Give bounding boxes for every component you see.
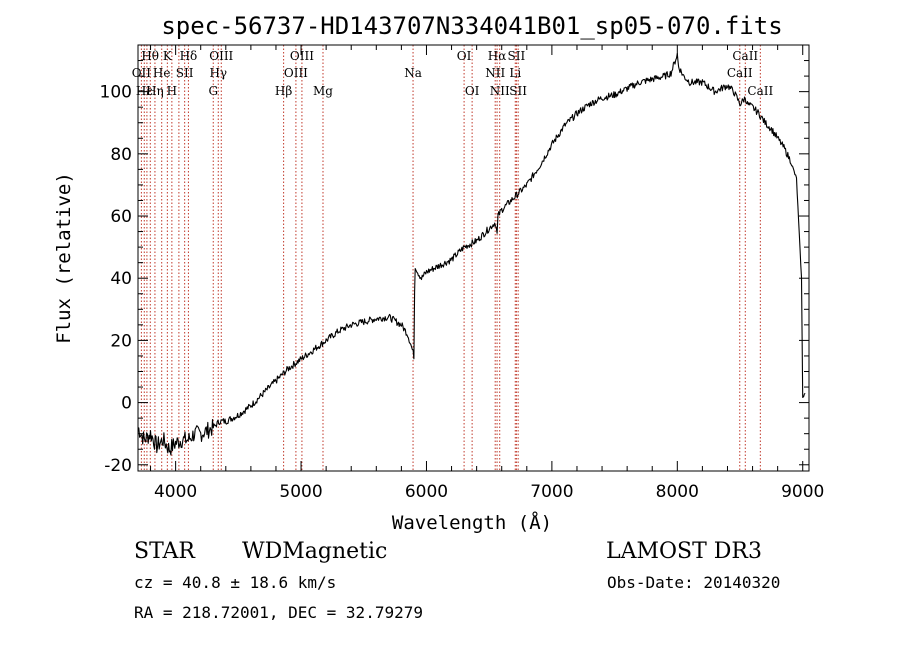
annotation-label: Hθ [141,49,159,63]
y-tick-label: 60 [110,207,132,227]
annotation-label: OII [132,66,152,80]
annotation-label: SII [508,49,526,63]
y-axis-label: Flux (relative) [53,172,75,344]
y-axis-ticks: -20 0 20 40 60 80 100 [100,60,809,476]
annotation-label: Mg [313,84,333,98]
annotation-label: Hβ [275,84,292,98]
annotation-label: Li [509,66,521,80]
annotation-label: OIII [290,49,314,63]
annotation-label: Hε [136,84,153,98]
annotation-label: Hα [488,49,507,63]
x-tick-label: 4000 [154,482,197,502]
chart-title: spec-56737-HD143707N334041B01_sp05-070.f… [161,12,782,40]
annotation-label: G [208,84,218,98]
annotation-label: H [167,84,177,98]
y-tick-label: 40 [110,269,132,289]
x-tick-label: 5000 [279,482,322,502]
subclass-label: WDMagnetic [242,539,388,564]
annotation-label: SII [509,84,527,98]
annotation-label: Hη [146,84,164,98]
annotation-label: Na [404,66,422,80]
y-tick-label: 100 [100,83,132,103]
annotation-label: K [163,49,173,63]
annotation-label: NII [485,66,505,80]
coordinates: RA = 218.72001, DEC = 32.79279 [134,603,423,622]
x-axis-ticks: 4000 5000 6000 7000 8000 9000 [150,45,824,502]
annotation-label: OI [457,49,472,63]
y-tick-label: 0 [121,394,132,414]
obs-date: Obs-Date: 20140320 [607,573,781,592]
x-tick-label: 6000 [405,482,448,502]
annotation-label: CaII [747,84,773,98]
plot-frame [137,44,810,472]
y-tick-label: 80 [110,145,132,165]
annotation-label: NII [490,84,510,98]
annotation-label: OIII [209,49,233,63]
annotation-label: OIII [284,66,308,80]
flux-series-line [137,52,806,456]
class-label: STAR [134,539,195,564]
annotation-label: CaII [732,49,758,63]
y-tick-label: -20 [104,456,132,476]
x-tick-label: 9000 [781,482,824,502]
annotation-label: Hγ [209,66,227,80]
annotation-label: Hδ [180,49,198,63]
cz-readout: cz = 40.8 ± 18.6 km/s [134,573,337,592]
survey-label: LAMOST DR3 [606,539,762,564]
annotation-label: OI [465,84,480,98]
annotation-lines [140,45,761,471]
y-tick-label: 20 [110,331,132,351]
annotation-label: SII [176,66,194,80]
x-tick-label: 7000 [530,482,573,502]
annotation-label: He [153,66,171,80]
annotation-label: CaII [727,66,753,80]
x-tick-label: 8000 [656,482,699,502]
x-axis-label: Wavelength (Å) [392,511,552,534]
